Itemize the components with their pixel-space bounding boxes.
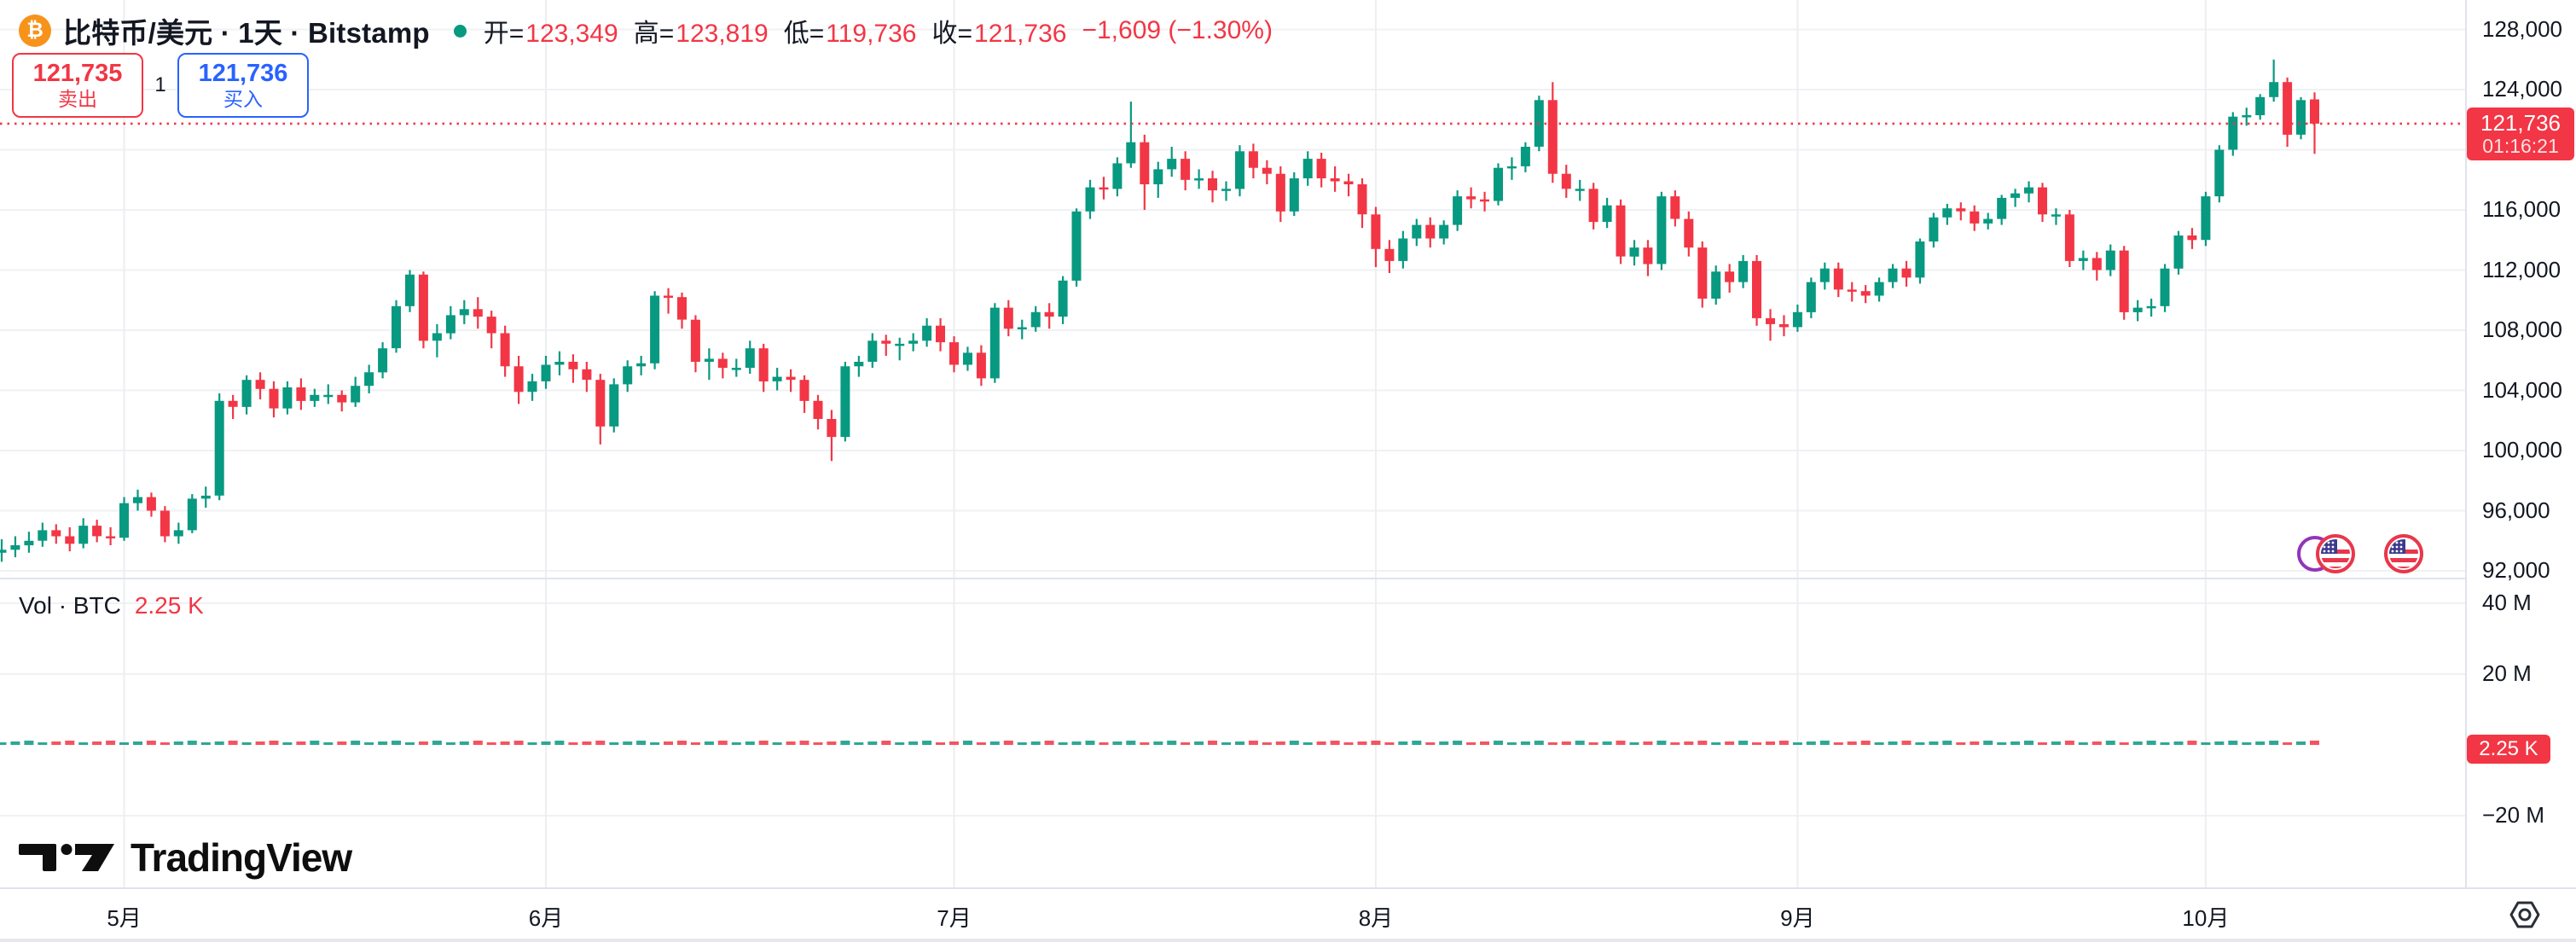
chart-header: ₿ 比特币/美元 · 1天 · Bitstamp 开=123,349 高=123… (19, 12, 1273, 49)
last-price-badge: 121,736 01:16:21 (2467, 108, 2574, 160)
order-panel: 121,735 卖出 1 121,736 买入 (12, 53, 309, 118)
price-tick-label: 128,000 (2482, 15, 2562, 42)
price-tick-label: 108,000 (2482, 317, 2562, 342)
market-status-dot-icon[interactable] (453, 24, 467, 38)
sell-button[interactable]: 121,735 卖出 (12, 53, 143, 118)
price-tick-label: 124,000 (2482, 76, 2562, 102)
tradingview-wordmark: TradingView (131, 835, 352, 880)
low-label: 低= (783, 20, 825, 48)
open-label: 开= (483, 20, 525, 48)
month-tick-label: 8月 (1358, 905, 1394, 931)
price-tick-label: 116,000 (2482, 196, 2561, 222)
sell-label: 卖出 (58, 88, 97, 111)
us-flag-event-icon[interactable] (2384, 534, 2423, 573)
us-flag-event-icon[interactable] (2316, 534, 2355, 573)
volume-legend-label: Vol · BTC (19, 592, 121, 619)
high-value: 123,819 (676, 20, 769, 48)
buy-label: 买入 (223, 88, 263, 111)
price-tick-label: 100,000 (2482, 437, 2562, 462)
high-label: 高= (633, 20, 675, 48)
btc-logo-icon: ₿ (19, 15, 51, 47)
month-tick-label: 7月 (937, 905, 972, 931)
volume-tick-label: 20 M (2482, 660, 2532, 686)
volume-legend: Vol · BTC 2.25 K (19, 592, 204, 619)
price-tick-label: 92,000 (2482, 557, 2550, 583)
month-tick-label: 10月 (2182, 905, 2230, 931)
price-tick-label: 104,000 (2482, 376, 2562, 403)
low-value: 119,736 (826, 20, 917, 48)
volume-tick-label: −20 M (2482, 802, 2544, 828)
event-markers[interactable] (2293, 532, 2446, 576)
open-value: 123,349 (525, 20, 618, 48)
change-value: −1,609 (−1.30%) (1082, 16, 1273, 44)
buy-price: 121,736 (198, 60, 288, 88)
settings-gear-icon[interactable] (2508, 899, 2542, 930)
bar-countdown: 01:16:21 (2482, 134, 2559, 157)
price-tick-label: 96,000 (2482, 497, 2550, 523)
volume-tick-label: 40 M (2482, 590, 2532, 615)
symbol-title[interactable]: 比特币/美元 · 1天 · Bitstamp (63, 17, 430, 49)
ohlc-readout: 开=123,349 高=123,819 低=119,736 收=121,736 … (484, 12, 1273, 49)
close-label: 收= (931, 20, 973, 48)
buy-button[interactable]: 121,736 买入 (177, 53, 309, 118)
time-axis[interactable]: 5月 6月 7月 8月 9月 10月 (0, 887, 2576, 942)
price-tick-label: 112,000 (2482, 256, 2561, 282)
tradingview-mark-icon (19, 844, 114, 871)
volume-badge: 2.25 K (2467, 735, 2550, 764)
month-tick-label: 9月 (1780, 905, 1815, 931)
bottom-border (0, 939, 2576, 942)
spread-value: 1 (154, 73, 166, 96)
tradingview-logo[interactable]: TradingView (19, 834, 352, 881)
month-tick-label: 5月 (107, 905, 142, 931)
last-price-value: 121,736 (2480, 110, 2561, 137)
month-tick-label: 6月 (528, 905, 564, 931)
volume-legend-value: 2.25 K (134, 592, 204, 619)
close-value: 121,736 (974, 20, 1067, 48)
sell-price: 121,735 (32, 60, 123, 88)
